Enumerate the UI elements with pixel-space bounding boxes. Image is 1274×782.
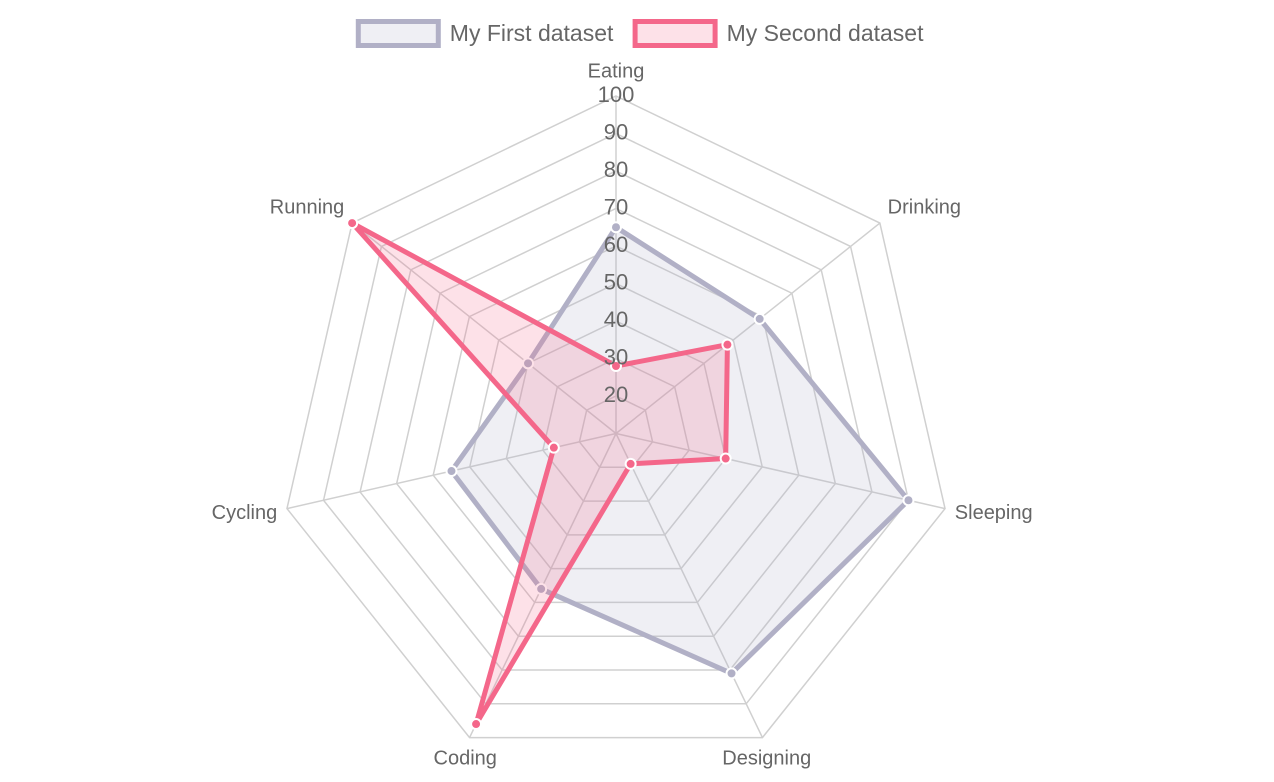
data-point bbox=[719, 452, 732, 465]
tick-label: 80 bbox=[604, 157, 628, 182]
tick-label: 30 bbox=[604, 344, 628, 369]
point-label: Drinking bbox=[888, 196, 961, 218]
dataset bbox=[346, 217, 734, 731]
tick-label: 20 bbox=[604, 382, 628, 407]
tick-label: 90 bbox=[604, 119, 628, 144]
spoke bbox=[615, 433, 764, 738]
grid-ring bbox=[542, 357, 690, 502]
tick-label: 40 bbox=[604, 307, 628, 332]
point-label: Eating bbox=[588, 60, 645, 82]
point-label: Cycling bbox=[212, 502, 278, 524]
spoke bbox=[615, 222, 881, 435]
grid-ring bbox=[432, 245, 800, 604]
data-point bbox=[725, 667, 738, 680]
legend-swatch bbox=[632, 19, 718, 48]
data-point bbox=[753, 312, 766, 325]
data-point bbox=[522, 357, 535, 370]
data-point bbox=[624, 457, 637, 470]
grid-ring bbox=[395, 207, 837, 637]
grid-ring bbox=[359, 170, 873, 671]
legend-swatch bbox=[355, 19, 441, 48]
data-point bbox=[470, 718, 483, 731]
point-label: Designing bbox=[722, 747, 811, 769]
grid-ring bbox=[468, 282, 764, 570]
grid-ring bbox=[322, 132, 910, 705]
spoke bbox=[351, 222, 617, 435]
data-point bbox=[610, 221, 622, 234]
grid-ring bbox=[578, 395, 654, 469]
spoke bbox=[615, 432, 946, 510]
data-point bbox=[721, 338, 734, 351]
point-label: Running bbox=[270, 196, 345, 218]
legend-label: My First dataset bbox=[450, 20, 614, 46]
point-label: Coding bbox=[434, 747, 497, 769]
legend-item: My First dataset bbox=[355, 19, 614, 48]
tick-label: 60 bbox=[604, 232, 628, 257]
point-label: Sleeping bbox=[955, 502, 1033, 524]
data-point bbox=[902, 494, 915, 507]
data-point bbox=[547, 441, 560, 454]
tick-label: 50 bbox=[604, 269, 628, 294]
legend-label: My Second dataset bbox=[727, 20, 925, 46]
grid-ring bbox=[505, 320, 727, 536]
data-point bbox=[346, 217, 359, 230]
tick-label: 100 bbox=[598, 82, 635, 107]
legend-item: My Second dataset bbox=[632, 19, 925, 48]
tick-label: 70 bbox=[604, 194, 628, 219]
radar-area bbox=[350, 220, 730, 726]
data-point bbox=[445, 465, 458, 478]
data-point bbox=[535, 582, 548, 595]
data-point bbox=[610, 360, 622, 372]
grid-ring bbox=[286, 95, 946, 739]
